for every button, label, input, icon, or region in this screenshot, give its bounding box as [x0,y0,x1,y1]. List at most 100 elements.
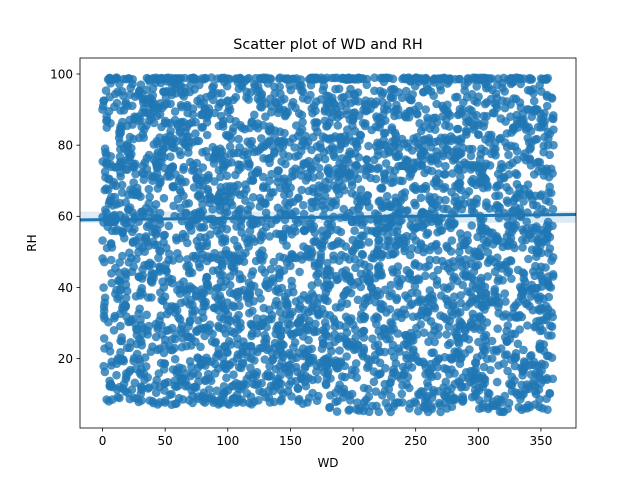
scatter-point [114,268,124,278]
scatter-point [386,407,395,417]
scatter-point [373,370,383,380]
scatter-point [510,194,520,203]
scatter-point [376,331,386,341]
scatter-point [255,254,265,264]
scatter-point [415,119,424,128]
scatter-point [295,267,304,277]
scatter-point [285,312,295,322]
scatter-point [242,87,251,97]
scatter-point [388,172,398,182]
scatter-point [282,241,291,250]
scatter-point [216,172,225,182]
scatter-point [210,303,219,313]
scatter-point [425,286,435,295]
scatter-point [411,201,420,210]
scatter-point [265,279,275,288]
scatter-point [447,354,457,363]
scatter-point [181,376,190,386]
scatter-point [116,321,125,331]
scatter-point [217,98,226,107]
scatter-point [250,356,259,365]
scatter-point [314,153,323,162]
scatter-point [342,328,352,338]
scatter-point [123,101,132,111]
scatter-point [188,310,197,320]
scatter-point [427,153,437,162]
scatter-point [401,310,410,319]
scatter-point [264,137,273,147]
scatter-point [380,140,390,150]
scatter-point [469,313,478,323]
scatter-point [497,159,506,169]
scatter-point [212,386,222,396]
scatter-point [462,126,471,135]
scatter-point [332,407,342,416]
scatter-point [142,310,151,320]
scatter-point [532,252,541,261]
scatter-point [478,73,488,83]
scatter-point [123,139,132,149]
scatter-point [288,97,298,107]
scatter-point [229,370,238,380]
scatter-point [170,354,180,364]
scatter-point [281,296,290,305]
scatter-point [317,182,327,192]
scatter-point [203,184,212,194]
scatter-point [215,270,225,280]
scatter-point [420,168,429,178]
scatter-point [230,235,239,245]
scatter-point [514,123,523,132]
scatter-point [248,193,258,202]
scatter-point [421,105,431,114]
scatter-point [290,338,300,347]
scatter-point [111,289,120,299]
scatter-point [112,370,121,380]
scatter-point [183,254,192,264]
scatter-point [183,108,192,118]
scatter-point [321,133,330,143]
scatter-point [383,231,392,241]
scatter-point [279,253,289,263]
scatter-point [267,169,276,179]
scatter-point [361,197,371,207]
scatter-point [437,256,447,266]
scatter-point [479,235,489,244]
scatter-point [275,307,285,317]
scatter-point [441,121,450,130]
scatter-point [285,320,295,330]
scatter-point [144,184,154,194]
y-tick-label: 60 [58,210,73,224]
scatter-point [346,150,356,159]
scatter-point [120,233,129,243]
scatter-point [408,312,418,322]
x-tick-label: 200 [342,434,365,448]
scatter-point [201,393,210,403]
scatter-point [261,112,270,121]
scatter-point [210,369,220,378]
scatter-point [350,90,360,100]
scatter-point [392,137,402,147]
scatter-point [118,251,127,261]
scatter-point [119,300,128,309]
y-tick-label: 80 [58,138,73,152]
scatter-point [113,87,122,97]
scatter-point [233,287,242,297]
scatter-point [261,392,271,402]
scatter-point [168,182,177,191]
scatter-point [359,231,368,241]
scatter-point [166,152,175,161]
scatter-point [435,398,444,408]
scatter-point [466,151,476,161]
scatter-point [222,373,231,383]
scatter-point [242,389,252,398]
scatter-point [448,311,457,320]
scatter-point [280,128,289,138]
scatter-point [216,183,225,192]
scatter-point [448,257,458,266]
scatter-point [137,341,147,350]
scatter-point [104,107,114,116]
scatter-point [348,112,358,121]
scatter-point [524,254,533,264]
scatter-point [202,272,212,282]
